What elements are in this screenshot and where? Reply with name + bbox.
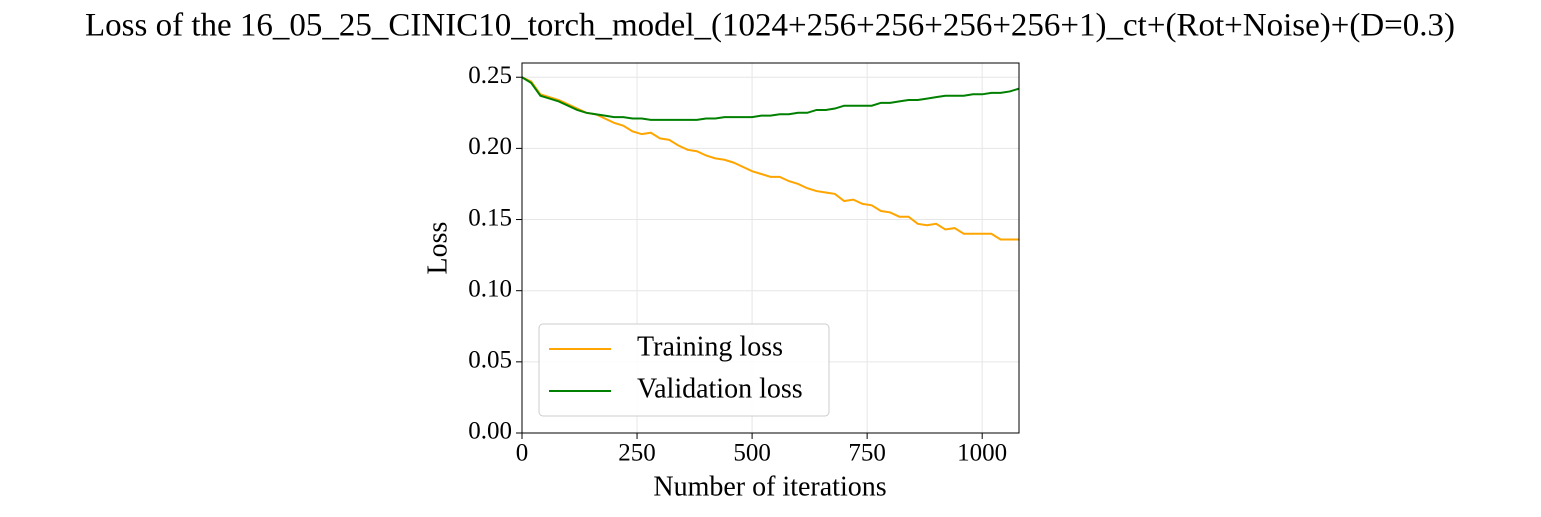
y-tick-label: 0.25 [468, 62, 512, 89]
chart-title: Loss of the 16_05_25_CINIC10_torch_model… [85, 8, 1455, 44]
legend-box [538, 323, 830, 417]
legend: Training loss Validation loss [538, 323, 830, 417]
legend-label: Training loss [637, 331, 783, 362]
x-axis-label: Number of iterations [653, 471, 886, 502]
x-tick-label: 750 [848, 440, 886, 467]
legend-label: Validation loss [637, 373, 803, 404]
y-tick-label: 0.10 [468, 275, 512, 302]
y-tick-label: 0.20 [468, 133, 512, 160]
x-tick-label: 1000 [957, 440, 1007, 467]
y-tick-label: 0.15 [468, 204, 512, 231]
y-tick-label: 0.00 [468, 418, 512, 445]
plot-frame [521, 62, 1020, 434]
x-tick-label: 0 [516, 440, 529, 467]
line-series [521, 76, 1020, 121]
line-series [521, 76, 1019, 241]
x-tick-label: 500 [733, 440, 771, 467]
y-tick-label: 0.05 [468, 347, 512, 374]
y-axis-label: Loss [422, 222, 453, 275]
x-tick-label: 250 [618, 440, 656, 467]
